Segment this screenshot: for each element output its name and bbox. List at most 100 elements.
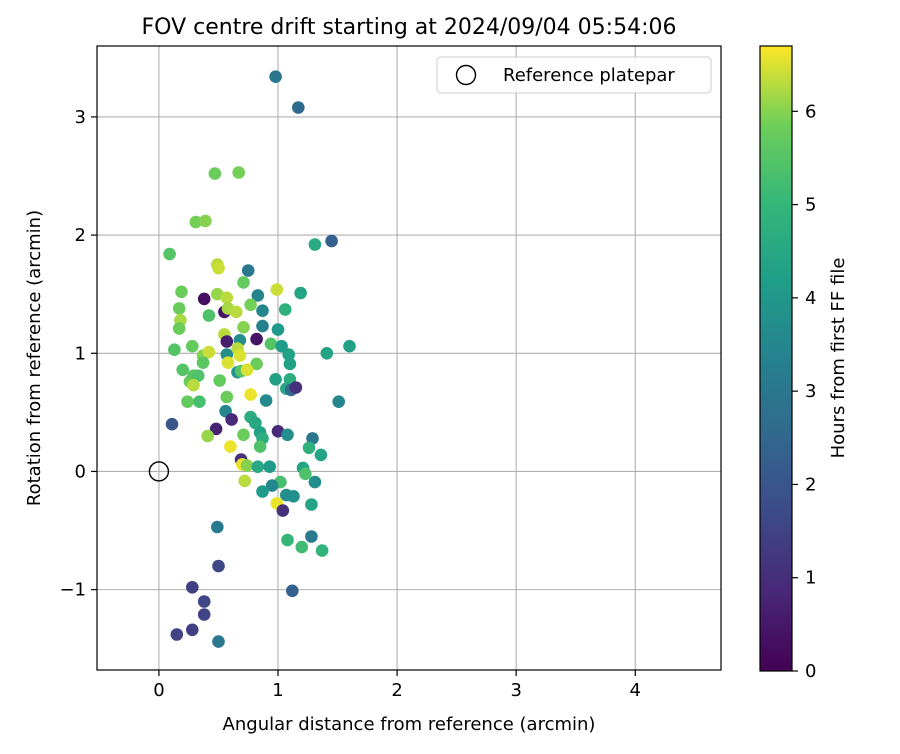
colorbar-tick-label: 2: [805, 474, 816, 495]
data-point: [320, 347, 334, 360]
data-point: [225, 413, 238, 426]
data-points: [163, 70, 356, 648]
data-point: [315, 544, 329, 557]
data-point: [211, 520, 224, 534]
data-point: [193, 395, 206, 409]
data-point: [211, 287, 224, 301]
data-point: [294, 286, 307, 300]
data-point: [220, 335, 234, 348]
data-point: [308, 238, 322, 251]
y-tick-label: 1: [75, 343, 86, 364]
data-point: [253, 440, 267, 453]
data-point: [165, 417, 179, 431]
y-tick-label: 2: [75, 225, 86, 246]
data-point: [332, 395, 346, 409]
chart-title: FOV centre drift starting at 2024/09/04 …: [142, 15, 677, 40]
data-point: [197, 608, 211, 621]
data-point: [220, 291, 234, 305]
data-point: [269, 70, 282, 83]
colorbar-tick-label: 0: [805, 661, 816, 682]
data-point: [209, 422, 223, 436]
data-point: [305, 530, 318, 543]
data-point: [263, 460, 277, 474]
data-point: [186, 623, 199, 637]
data-point: [176, 363, 189, 377]
data-point: [199, 214, 212, 228]
reference-marker-group: [148, 461, 170, 482]
colorbar-tick-label: 1: [805, 568, 816, 589]
data-point: [212, 261, 225, 275]
data-point: [241, 264, 255, 277]
data-point: [237, 428, 250, 442]
data-point: [278, 303, 292, 316]
data-point: [286, 584, 299, 598]
y-axis-label: Rotation from reference (arcmin): [24, 210, 45, 506]
data-point: [251, 289, 265, 302]
data-point: [249, 416, 262, 430]
reference-platepar-marker: [148, 461, 170, 482]
colorbar: 0 1 2 3 4 5 6 Hours from first FF file: [759, 45, 849, 682]
data-point: [244, 298, 257, 312]
data-point: [276, 504, 290, 517]
colorbar-tick-label: 3: [805, 381, 816, 402]
data-point: [292, 101, 305, 114]
data-point: [197, 595, 211, 608]
data-point: [302, 441, 316, 455]
data-point: [170, 628, 184, 641]
data-point: [220, 390, 234, 404]
data-point: [237, 321, 250, 334]
x-tick-label: 3: [510, 680, 521, 701]
data-point: [230, 305, 243, 319]
y-tick-label: 3: [75, 107, 86, 128]
data-point: [343, 339, 356, 353]
x-axis-ticks: 0 1 2 3 4: [153, 670, 641, 701]
data-point: [305, 498, 318, 511]
data-point: [208, 167, 222, 180]
colorbar-label: Hours from first FF file: [828, 258, 849, 459]
y-tick-label: −1: [59, 580, 86, 601]
data-point: [212, 559, 225, 573]
data-point: [281, 533, 294, 547]
plot-frame: [96, 45, 722, 671]
data-point: [256, 485, 269, 498]
data-point: [187, 378, 200, 392]
colorbar-gradient: [759, 45, 793, 672]
data-point: [191, 369, 205, 383]
data-point: [256, 304, 269, 318]
data-point: [271, 323, 285, 336]
data-point: [232, 166, 245, 179]
data-point: [196, 356, 210, 370]
data-point: [213, 374, 226, 387]
x-tick-label: 2: [391, 680, 402, 701]
data-point: [282, 348, 296, 361]
data-point: [250, 332, 263, 346]
x-axis-label: Angular distance from reference (arcmin): [223, 714, 596, 735]
data-point: [270, 283, 284, 296]
data-point: [186, 339, 199, 353]
y-axis-ticks: −1 0 1 2 3: [59, 107, 97, 601]
data-point: [212, 635, 225, 648]
data-point: [269, 373, 282, 386]
data-point: [197, 292, 211, 306]
x-tick-label: 0: [153, 680, 164, 701]
x-tick-label: 4: [630, 680, 641, 701]
data-point: [163, 247, 176, 261]
data-point: [172, 302, 186, 315]
data-point: [224, 440, 237, 453]
data-point: [283, 357, 297, 371]
data-point: [256, 319, 269, 333]
legend-box: [436, 56, 712, 94]
data-point: [271, 425, 285, 438]
data-point: [238, 474, 251, 488]
data-point: [240, 459, 254, 472]
colorbar-tick-label: 6: [805, 101, 816, 122]
data-point: [314, 448, 328, 462]
data-point: [189, 215, 203, 229]
data-point: [251, 460, 265, 474]
data-point: [295, 540, 309, 554]
data-point: [175, 285, 188, 299]
data-point: [264, 337, 278, 351]
